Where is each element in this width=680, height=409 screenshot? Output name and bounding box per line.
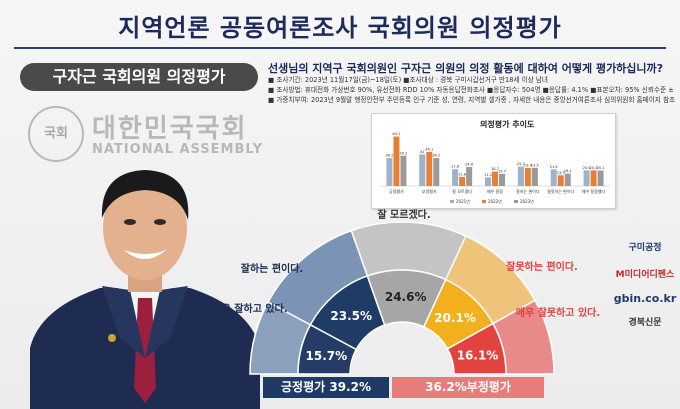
category-label: 매우 잘하고 있다. <box>212 302 287 315</box>
category-label: 잘 모르겠다. <box>377 208 430 221</box>
legend-swatch <box>482 200 486 203</box>
slice-value-label: 15.7% <box>306 349 348 363</box>
data-label: 21.8 <box>451 165 460 169</box>
data-label: 18.7 <box>491 167 499 171</box>
data-label: 13.9 <box>557 171 566 175</box>
legend-label: 2023년 <box>520 198 534 204</box>
data-label: 36.2 <box>432 154 440 158</box>
bar <box>564 173 571 186</box>
page-title: 지역언론 공동여론조사 국회의원 의정평가 <box>118 14 562 42</box>
category-label: 잘하는 편이다. <box>241 262 303 275</box>
slice <box>446 322 507 375</box>
data-label: 64.1 <box>392 132 400 136</box>
bar <box>492 171 498 186</box>
slice-value-label: 16.1% <box>457 348 499 362</box>
tick-label: 매우 잘못했다 <box>582 188 606 194</box>
tick-label: 잘못하는 편이다 <box>547 188 574 194</box>
smile <box>124 250 166 259</box>
national-assembly-emblem-icon: 국회 <box>28 106 84 162</box>
bar <box>557 175 564 186</box>
data-label: 25.2 <box>517 162 525 166</box>
meta-line: ■ 조사방법: 휴대전화 가상번호 90%, 유선전화 RDD 10% 자동응답… <box>268 86 676 94</box>
data-label: 11.2 <box>484 173 492 177</box>
category-label: 잘못하는 편이다. <box>506 260 578 273</box>
data-label: 16.1 <box>564 169 572 173</box>
data-label: 20.1 <box>597 166 605 170</box>
bar <box>459 176 466 186</box>
bar <box>531 167 538 186</box>
partner-logo: gbin.co.kr <box>613 292 677 305</box>
slice-value-label: 23.5% <box>330 309 372 323</box>
legend-swatch <box>514 200 518 203</box>
slice-value-label: 24.6% <box>385 290 427 304</box>
bar <box>393 136 400 186</box>
partner-logos: 구미공정 M미디어디펜스 gbin.co.kr 경북신문 <box>612 236 678 328</box>
data-label: 36.2 <box>385 154 393 158</box>
bar <box>466 167 473 186</box>
face <box>103 176 187 280</box>
data-label: 23.5 <box>531 163 539 167</box>
survey-meta: ■ 조사기간: 2023년 11월17일(금)~18일(토) ■조사대상 : 경… <box>268 75 676 105</box>
politician-portrait <box>30 170 260 409</box>
bar <box>485 177 491 186</box>
bar <box>386 158 393 186</box>
meta-line: ■ 가중치부여: 2023년 9월말 행정안전부 주민등록 인구 기준 성, 연… <box>268 96 676 104</box>
bar <box>452 169 459 186</box>
bar <box>590 170 597 186</box>
positive-total: 긍정평가 39.2% <box>263 377 389 398</box>
data-label: 44.1 <box>425 147 433 151</box>
legend-swatch <box>450 200 454 203</box>
partner-logo: 경북신문 <box>628 318 662 328</box>
trend-chart-title: 의정평가 추이도 <box>480 120 535 129</box>
bar <box>550 169 557 186</box>
data-label: 15.7 <box>498 169 506 173</box>
lapel-pin <box>108 334 116 342</box>
survey-question: 선생님의 지역구 국회의원인 구자근 의원의 의정 활동에 대하여 어떻게 평가… <box>268 62 664 75</box>
subject-label: 구자근 국회의원 의정평가 <box>20 63 258 91</box>
data-label: 20.4 <box>583 166 592 170</box>
bar <box>517 166 524 186</box>
data-label: 23.4 <box>524 163 533 167</box>
trend-chart-panel: 의정평가 추이도 36.2 64.1 39.2 긍정평가 41 44.1 36.2 부정평가 2… <box>371 113 616 209</box>
data-label: 21.6 <box>550 165 559 169</box>
assembly-name-korean: 대한민국국회 <box>92 114 248 144</box>
tick-label: 매우 잘함 <box>487 188 503 194</box>
bar <box>433 158 440 186</box>
hair <box>101 170 189 220</box>
bar <box>419 154 426 186</box>
eye-right <box>154 219 166 225</box>
necktie <box>134 298 156 403</box>
lapel-right <box>145 286 188 358</box>
slice-value-label: 20.1% <box>434 311 476 325</box>
bar <box>400 155 407 186</box>
category-label: 매우 잘못하고 있다. <box>516 306 600 319</box>
bar <box>499 173 505 186</box>
data-label: 11.8 <box>458 172 467 176</box>
tick-label: 잘 모르겠다 <box>452 188 472 194</box>
eye-left <box>124 219 136 225</box>
bar <box>524 167 531 186</box>
partner-logo: M미디어디펜스 <box>615 270 675 280</box>
data-label: 41 <box>420 150 425 154</box>
assembly-name-english: NATIONAL ASSEMBLY <box>92 142 264 157</box>
tick-label: 잘하는 편이다 <box>516 188 540 194</box>
data-label: 20.3 <box>590 166 598 170</box>
legend-label: 2022년 <box>488 198 502 204</box>
bar <box>426 151 433 186</box>
data-label: 24.6 <box>465 163 474 167</box>
lapel-left <box>102 286 145 358</box>
legend-label: 2021년 <box>456 198 470 204</box>
partner-logo: 구미공정 <box>628 243 662 253</box>
tick-label: 긍정평가 <box>389 188 404 194</box>
meta-line: ■ 조사기간: 2023년 11월17일(금)~18일(토) ■조사대상 : 경… <box>268 76 548 84</box>
bar <box>597 170 604 186</box>
bar <box>583 170 590 186</box>
title-divider <box>14 47 666 49</box>
negative-total: 36.2%부정평가 <box>392 377 544 398</box>
data-label: 39.2 <box>399 151 407 155</box>
tick-label: 부정평가 <box>422 188 437 194</box>
